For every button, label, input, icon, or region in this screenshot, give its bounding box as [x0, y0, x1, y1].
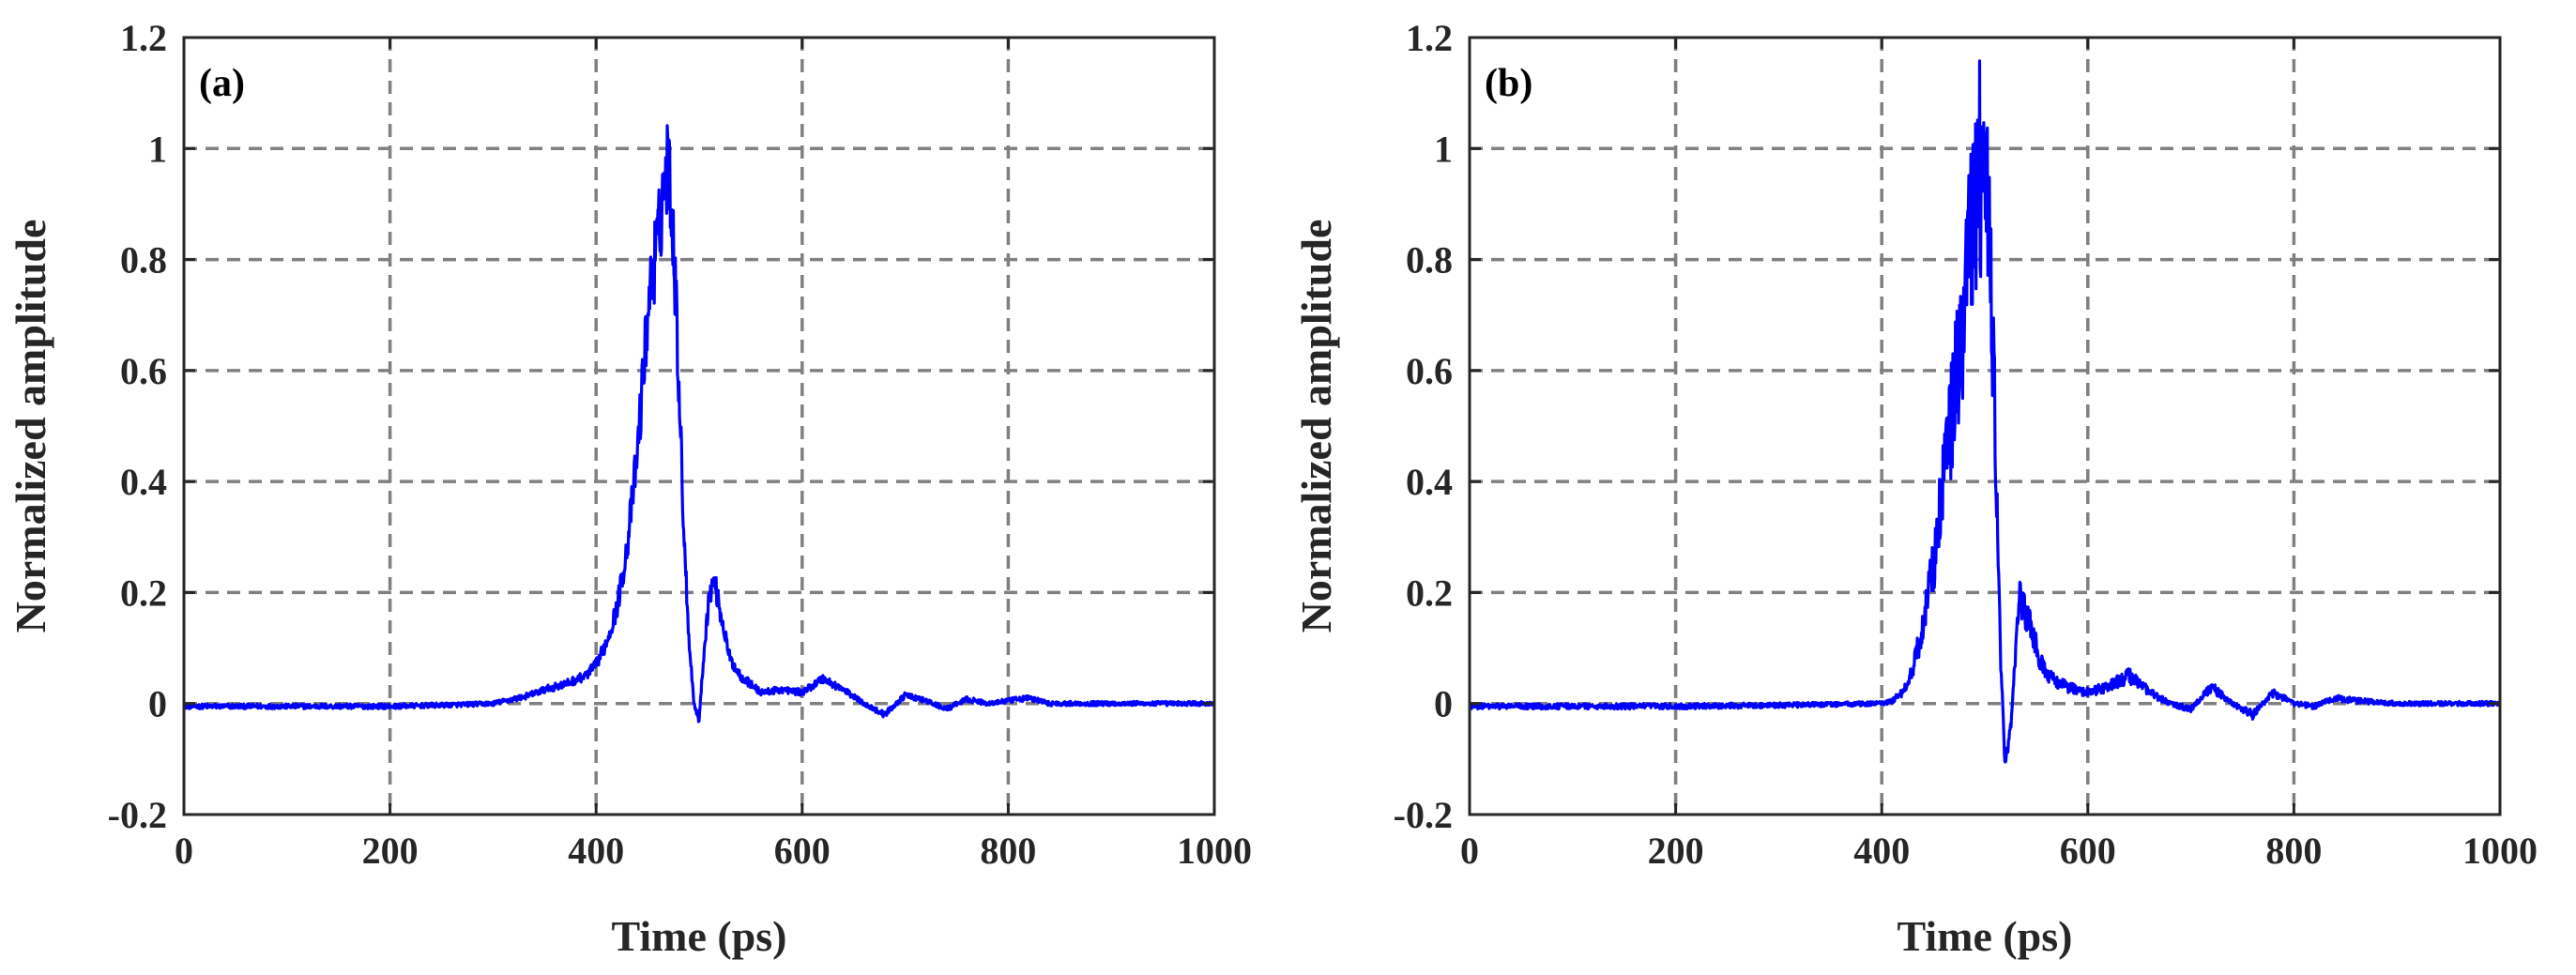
x-axis-title: Time (ps)	[1898, 912, 2073, 960]
y-tick-label: 0.8	[1406, 239, 1453, 282]
chart-panel-a: 0 200 400 600 800 1000-0.200.20.40.60.811.2Ti…	[7, 17, 1252, 960]
x-tick-label: 800	[2265, 830, 2322, 872]
y-tick-label: 0	[148, 683, 167, 725]
plot-area	[184, 38, 1214, 815]
y-tick-label: 1.2	[1406, 17, 1453, 59]
y-tick-label: -0.2	[108, 794, 167, 836]
x-tick-label: 1000	[2462, 830, 2538, 872]
x-tick-label: 200	[362, 830, 419, 872]
y-tick-label: -0.2	[1394, 794, 1453, 836]
x-tick-label: 600	[774, 830, 831, 872]
x-tick-label: 0	[175, 830, 193, 872]
series-line	[182, 124, 1216, 724]
y-tick-label: 0.4	[1406, 461, 1453, 503]
y-axis-title: Normalized amplitude	[7, 220, 54, 633]
x-tick-label: 0	[1460, 830, 1479, 872]
x-tick-label: 400	[568, 830, 624, 872]
x-tick-label: 400	[1853, 830, 1910, 872]
series-line	[1468, 59, 2502, 764]
panel-label: (a)	[199, 62, 245, 105]
y-tick-label: 0.6	[1406, 350, 1453, 392]
y-tick-label: 1.2	[120, 17, 167, 59]
x-tick-label: 600	[2060, 830, 2116, 872]
x-tick-label: 200	[1648, 830, 1704, 872]
axes-frame	[1468, 36, 2502, 816]
panel-label: (b)	[1485, 62, 1532, 105]
axes-frame	[182, 36, 1216, 816]
x-tick-label: 1000	[1177, 830, 1252, 872]
y-tick-label: 0.2	[120, 571, 167, 614]
y-tick-label: 0.4	[120, 461, 167, 503]
y-tick-label: 1	[1434, 128, 1453, 170]
y-tick-label: 1	[148, 128, 167, 170]
y-tick-label: 0.6	[120, 350, 167, 392]
y-tick-label: 0.2	[1406, 571, 1453, 614]
x-axis-title: Time (ps)	[612, 912, 787, 960]
chart-panel-b: 0 200 400 600 800 1000-0.200.20.40.60.811.2Ti…	[1292, 17, 2538, 960]
y-tick-label: 0	[1434, 683, 1453, 725]
x-tick-label: 800	[980, 830, 1036, 872]
y-axis-title: Normalized amplitude	[1292, 220, 1340, 633]
y-tick-label: 0.8	[120, 239, 167, 282]
